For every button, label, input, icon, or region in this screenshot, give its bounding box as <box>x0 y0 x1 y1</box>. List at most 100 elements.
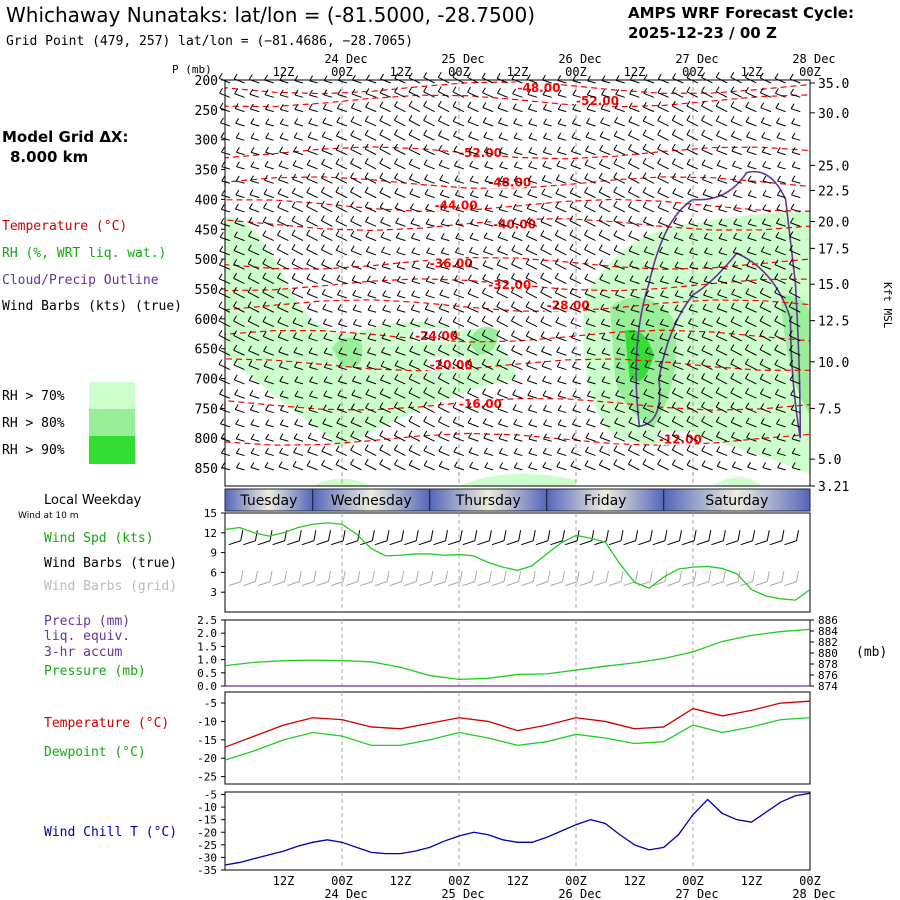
wind-barb-shaft <box>291 277 304 285</box>
wind-barb-shaft <box>746 265 757 270</box>
wind-barb <box>511 245 523 256</box>
wind-barb-shaft <box>367 280 377 285</box>
wind-barb-shaft <box>221 166 231 170</box>
wind-barb-flag <box>525 244 530 251</box>
wind-barb-flag <box>760 246 765 252</box>
wind-barb-shaft <box>556 351 567 356</box>
rh-region <box>459 473 576 486</box>
wind-barb <box>498 146 508 156</box>
wind-barb <box>687 188 699 199</box>
contour-label-bg <box>574 92 612 107</box>
wind-barb-shaft <box>525 335 538 342</box>
wind-barb-flag <box>218 359 223 365</box>
wind-barb <box>410 218 421 227</box>
wind-barb <box>715 100 728 113</box>
contour-label-bg <box>486 174 525 189</box>
wind-barb <box>642 172 655 184</box>
wind-barb-shaft <box>672 177 684 184</box>
wind-barb-shaft <box>323 381 333 385</box>
bottom-hour-label: 12Z <box>624 874 646 888</box>
wind-barb-shaft <box>438 392 450 399</box>
wind-barb <box>570 460 582 471</box>
wind-barb-flag <box>218 315 223 322</box>
weekday-cell <box>663 488 811 512</box>
wind-barb <box>335 244 348 256</box>
wind-barb-shaft <box>350 220 362 227</box>
wind-barb-flag <box>408 401 413 408</box>
wind-barb-shaft <box>645 309 655 313</box>
wind-barb-shaft <box>379 421 391 428</box>
wind-barb <box>484 161 494 170</box>
wind-barb-flag <box>468 131 472 137</box>
wind-barb <box>264 161 274 170</box>
wind-barb <box>570 160 582 170</box>
wind-barb <box>367 290 377 299</box>
wind-barb <box>584 460 596 471</box>
pressure-legend: Pressure (mb) <box>44 664 146 679</box>
wind-barb <box>496 315 508 328</box>
wind-barb-flag <box>351 275 356 281</box>
wind-barb <box>496 344 508 356</box>
wind-barb <box>629 88 640 98</box>
wind-barb-flag <box>481 329 486 336</box>
wind-barb-flag <box>452 416 457 423</box>
pressure-tick-label: 300 <box>195 134 218 149</box>
wind-barb-shaft <box>613 464 625 471</box>
wind-barb-shaft <box>409 163 421 170</box>
wind-barb-flag <box>628 116 633 122</box>
wind-barb <box>554 287 567 299</box>
wind-barb-flag <box>615 376 620 382</box>
wind-barb <box>511 259 523 270</box>
grid-wind-barb-flag <box>328 570 331 582</box>
wind-barb <box>555 316 567 328</box>
wind-barb-flag <box>278 160 283 167</box>
wind-barb-shaft <box>642 162 655 170</box>
wind-barb-flag <box>774 245 779 252</box>
contour-label-bg <box>427 356 466 371</box>
wind-barb-flag <box>528 462 533 468</box>
wind-barb <box>453 275 465 285</box>
wind-barb-shaft <box>423 435 435 442</box>
wind-barb-flag <box>219 102 224 109</box>
wind-barb-flag <box>454 175 459 181</box>
wind-barb-shaft <box>306 278 318 285</box>
wind-barb-shaft <box>762 452 772 457</box>
pressure-tick-label: 450 <box>195 223 218 238</box>
wind-barb <box>467 86 479 98</box>
wind-barb <box>499 161 508 170</box>
wind-barb <box>732 175 742 184</box>
wind-barb-shaft <box>703 223 713 227</box>
wind-barb-flag <box>309 361 313 368</box>
wind-barb-flag <box>265 146 269 153</box>
wind-barb-flag <box>703 289 707 296</box>
wind-barb-flag <box>425 289 430 296</box>
wind-barb <box>306 159 318 170</box>
surface-wind-barb-flag <box>328 530 331 541</box>
wind-barb <box>526 203 538 213</box>
wind-barb-flag <box>759 358 764 365</box>
wind-barb-flag <box>527 175 532 181</box>
wind-barb <box>703 275 713 285</box>
wind-barb-flag <box>673 217 678 224</box>
wind-barb-flag <box>598 244 603 251</box>
wind-barb <box>322 318 333 328</box>
wind-barb-flag <box>628 230 633 237</box>
surface-wind-barb <box>360 540 373 546</box>
wind-barb-shaft <box>338 338 348 342</box>
y-tick-label: -15 <box>197 734 217 747</box>
wind-barb-shaft <box>528 108 538 113</box>
wind-barb-shaft <box>382 323 391 328</box>
wind-barb-shaft <box>249 93 260 98</box>
wind-barb <box>467 387 479 399</box>
wind-barb-flag <box>264 175 268 181</box>
wind-barb-flag <box>498 204 503 210</box>
surface-wind-barb <box>433 540 446 546</box>
wind-barb <box>277 316 289 328</box>
wind-barb-flag <box>484 204 489 210</box>
wind-barb-flag <box>409 203 414 209</box>
wind-barb <box>572 404 582 414</box>
wind-barb-shaft <box>701 134 713 141</box>
wind-barb-flag <box>774 259 779 265</box>
wind-barb-shaft <box>672 119 684 127</box>
wind-barb <box>629 375 640 385</box>
